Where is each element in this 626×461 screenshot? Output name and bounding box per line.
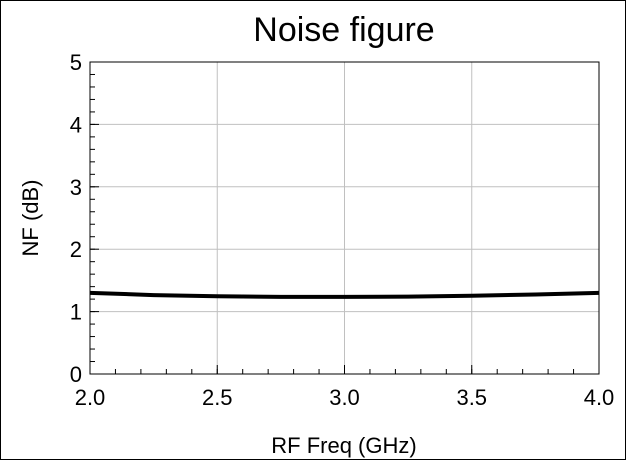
x-tick-label-4: 4.0 <box>584 385 615 410</box>
x-tick-label-0: 2.0 <box>75 385 106 410</box>
chart-title: Noise figure <box>253 11 434 49</box>
y-tick-label-2: 2 <box>70 237 82 262</box>
y-tick-labels: 0 1 2 3 4 5 <box>70 50 82 387</box>
y-tick-label-1: 1 <box>70 300 82 325</box>
y-tick-label-5: 5 <box>70 50 82 75</box>
series-line-0 <box>89 290 600 299</box>
y-tick-label-3: 3 <box>70 175 82 200</box>
x-tick-labels: 2.0 2.5 3.0 3.5 4.0 <box>75 385 615 410</box>
y-tick-label-0: 0 <box>70 362 82 387</box>
grid-lines <box>90 62 599 374</box>
plot-area <box>89 61 600 375</box>
series-layer <box>89 290 600 299</box>
x-axis-label: RF Freq (GHz) <box>271 433 416 458</box>
y-tick-label-4: 4 <box>70 112 82 137</box>
x-tick-label-3: 3.5 <box>456 385 487 410</box>
x-tick-label-2: 3.0 <box>329 385 360 410</box>
x-tick-label-1: 2.5 <box>202 385 233 410</box>
y-axis-label: NF (dB) <box>18 180 43 257</box>
